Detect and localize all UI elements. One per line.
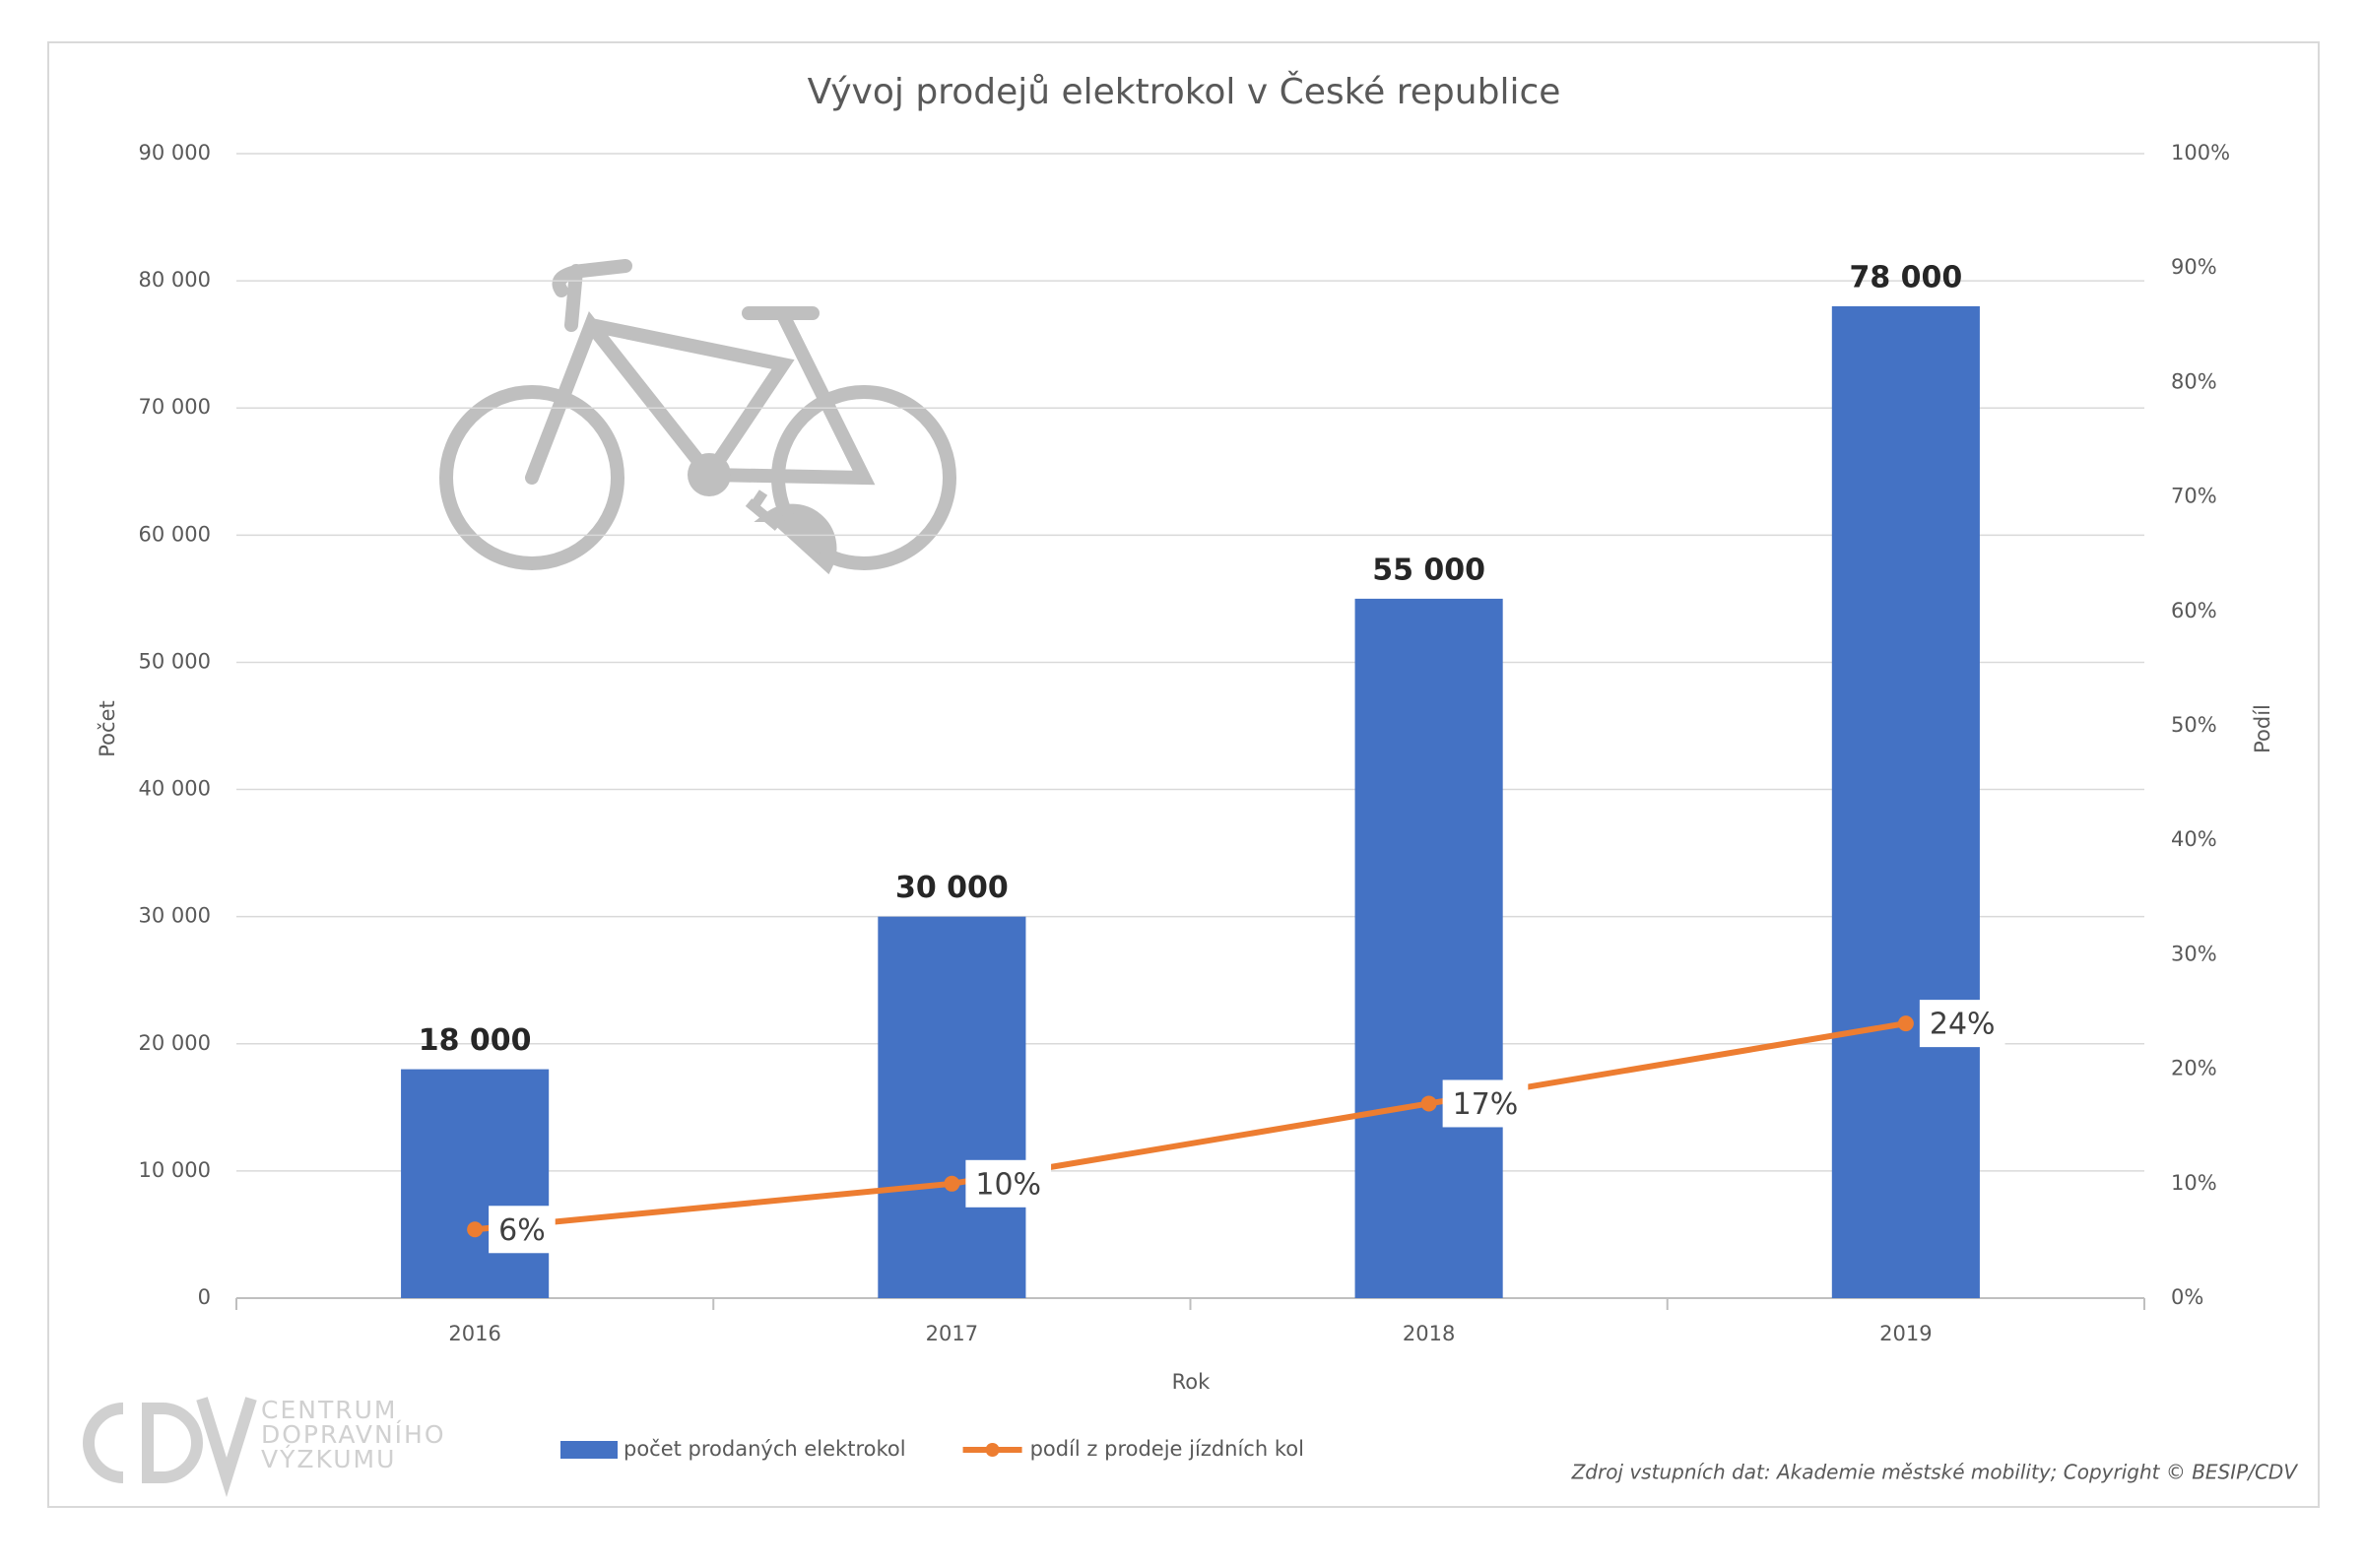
x-tick-label: 2019 (1879, 1322, 1932, 1345)
logo-text-line: VÝZKUMU (261, 1445, 396, 1473)
line-value-label: 10% (975, 1167, 1041, 1202)
y2-tick-label: 50% (2171, 713, 2217, 737)
y-tick-label: 0 (198, 1285, 211, 1309)
legend-label: počet prodaných elektrokol (624, 1437, 906, 1461)
y2-tick-label: 80% (2171, 369, 2217, 393)
line-point (467, 1221, 484, 1238)
y-tick-label: 80 000 (139, 268, 211, 292)
line-point (944, 1175, 960, 1192)
y-tick-label: 90 000 (139, 141, 211, 164)
x-tick-label: 2016 (448, 1322, 500, 1345)
line (474, 1020, 1907, 1233)
legend-swatch (560, 1441, 618, 1459)
y-tick-label: 50 000 (139, 649, 211, 673)
y2-tick-label: 40% (2171, 827, 2217, 851)
label-background (965, 1159, 1052, 1208)
chart-title: Vývoj prodejů elektrokol v České republi… (808, 71, 1561, 112)
line-point (1897, 1015, 1914, 1032)
y2-tick-label: 60% (2171, 599, 2217, 622)
x-tick-label: 2018 (1403, 1322, 1455, 1345)
y2-axis-title: Podíl (2251, 704, 2274, 753)
logo-text-line: DOPRAVNÍHO (261, 1420, 446, 1449)
x-axis-title: Rok (1172, 1370, 1211, 1394)
y2-tick-label: 10% (2171, 1171, 2217, 1195)
y-tick-label: 20 000 (139, 1031, 211, 1055)
y2-tick-label: 0% (2171, 1285, 2203, 1309)
y-tick-label: 70 000 (139, 395, 211, 419)
bar (1831, 305, 1980, 1298)
bar-value-label: 18 000 (419, 1023, 532, 1058)
bar-value-label: 78 000 (1849, 260, 1962, 294)
logo-mark (83, 1397, 257, 1498)
label-background (1442, 1079, 1529, 1128)
y2-tick-label: 70% (2171, 485, 2217, 508)
x-tick-label: 2017 (926, 1322, 978, 1345)
y2-tick-label: 100% (2171, 141, 2230, 164)
bar (1354, 598, 1503, 1298)
source-note: Zdroj vstupních dat: Akademie městské mo… (1571, 1461, 2299, 1484)
bar-value-label: 30 000 (895, 871, 1009, 905)
bar-value-label: 55 000 (1372, 553, 1485, 587)
logo-text-line: CENTRUM (261, 1396, 397, 1424)
y-tick-label: 30 000 (139, 904, 211, 928)
y-tick-label: 60 000 (139, 522, 211, 546)
y-tick-label: 40 000 (139, 777, 211, 801)
legend-swatch-point (985, 1443, 1000, 1457)
plug-icon (745, 490, 837, 575)
bike-motor (688, 453, 731, 496)
y-tick-label: 10 000 (139, 1158, 211, 1182)
bar (401, 1069, 550, 1298)
y2-tick-label: 90% (2171, 255, 2217, 279)
label-background (489, 1206, 556, 1254)
line-value-label: 24% (1930, 1008, 1996, 1042)
line-value-label: 17% (1453, 1087, 1519, 1122)
y-axis-title: Počet (96, 700, 119, 756)
legend-label: podíl z prodeje jízdních kol (1030, 1437, 1304, 1461)
bar (878, 916, 1026, 1298)
y2-tick-label: 20% (2171, 1057, 2217, 1080)
line-point (1420, 1095, 1437, 1112)
line-value-label: 6% (498, 1213, 546, 1248)
y2-tick-label: 30% (2171, 942, 2217, 965)
bike-icon (439, 259, 956, 570)
label-background (1919, 1000, 2005, 1048)
